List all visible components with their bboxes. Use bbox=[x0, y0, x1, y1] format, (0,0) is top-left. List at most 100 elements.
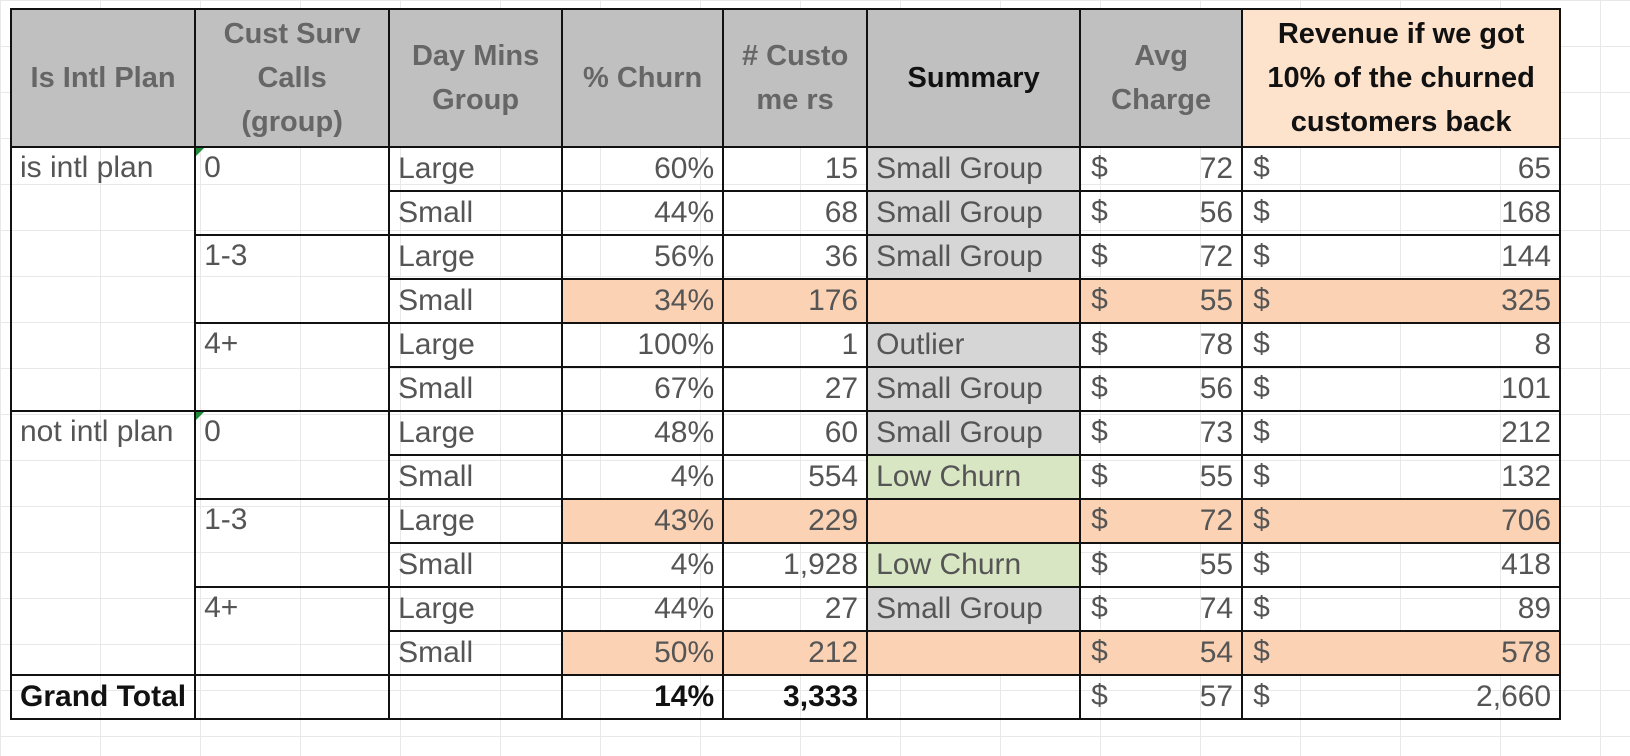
cell-summary[interactable]: Small Group bbox=[866, 146, 1082, 192]
cell-avg-charge[interactable]: $56 bbox=[1079, 190, 1244, 236]
cell-day-mins[interactable]: Small bbox=[388, 366, 564, 412]
grand-total-charge[interactable]: $ 57 bbox=[1079, 674, 1244, 720]
cell-surv-calls[interactable]: 4+ bbox=[194, 586, 391, 676]
grand-total-churn[interactable]: 14% bbox=[561, 674, 725, 720]
cell-customers[interactable]: 212 bbox=[722, 630, 869, 676]
cell-revenue[interactable]: $168 bbox=[1241, 190, 1562, 236]
cell-pct-churn[interactable]: 4% bbox=[561, 542, 725, 588]
cell-avg-charge[interactable]: $73 bbox=[1079, 410, 1244, 456]
cell-customers[interactable]: 60 bbox=[722, 410, 869, 456]
cell-summary[interactable] bbox=[866, 630, 1082, 676]
cell-day-mins[interactable]: Large bbox=[388, 586, 564, 632]
cell-day-mins[interactable]: Large bbox=[388, 146, 564, 192]
cell-revenue[interactable]: $89 bbox=[1241, 586, 1562, 632]
cell-avg-charge[interactable]: $72 bbox=[1079, 498, 1244, 544]
cell-pct-churn[interactable]: 100% bbox=[561, 322, 725, 368]
cell-day-mins[interactable]: Small bbox=[388, 454, 564, 500]
cell-day-mins[interactable]: Small bbox=[388, 630, 564, 676]
avg-charge-value: 74 bbox=[1199, 592, 1234, 625]
cell-customers[interactable]: 27 bbox=[722, 586, 869, 632]
cell-day-mins[interactable]: Small bbox=[388, 190, 564, 236]
cell-pct-churn[interactable]: 34% bbox=[561, 278, 725, 324]
cell-revenue[interactable]: $706 bbox=[1241, 498, 1562, 544]
cell-summary[interactable] bbox=[866, 278, 1082, 324]
cell-avg-charge[interactable]: $55 bbox=[1079, 454, 1244, 500]
cell-customers[interactable]: 176 bbox=[722, 278, 869, 324]
header-pct-churn[interactable]: % Churn bbox=[561, 8, 725, 148]
cell-revenue[interactable]: $65 bbox=[1241, 146, 1562, 192]
cell-revenue[interactable]: $212 bbox=[1241, 410, 1562, 456]
grand-total-label[interactable]: Grand Total bbox=[9, 674, 197, 720]
table-row: 1-3 Large 56% 36 Small Group $72 $144 bbox=[11, 234, 1562, 324]
cell-summary[interactable]: Outlier bbox=[866, 322, 1082, 368]
cell-pct-churn[interactable]: 67% bbox=[561, 366, 725, 412]
cell-pct-churn[interactable]: 56% bbox=[561, 234, 725, 280]
cell-pct-churn[interactable]: 44% bbox=[561, 190, 725, 236]
header-avg-charge[interactable]: Avg Charge bbox=[1079, 8, 1244, 148]
grand-total-summary-cell[interactable] bbox=[866, 674, 1082, 720]
cell-pct-churn[interactable]: 43% bbox=[561, 498, 725, 544]
cell-day-mins[interactable]: Large bbox=[388, 322, 564, 368]
cell-surv-calls[interactable]: 4+ bbox=[194, 322, 391, 412]
grand-total-customers[interactable]: 3,333 bbox=[722, 674, 869, 720]
cell-revenue[interactable]: $8 bbox=[1241, 322, 1562, 368]
cell-avg-charge[interactable]: $55 bbox=[1079, 542, 1244, 588]
cell-intl-plan[interactable]: is intl plan bbox=[9, 146, 197, 412]
cell-summary[interactable] bbox=[866, 498, 1082, 544]
cell-intl-plan[interactable]: not intl plan bbox=[9, 410, 197, 676]
cell-avg-charge[interactable]: $78 bbox=[1079, 322, 1244, 368]
cell-pct-churn[interactable]: 44% bbox=[561, 586, 725, 632]
cell-surv-calls[interactable]: 1-3 bbox=[194, 234, 391, 324]
cell-revenue[interactable]: $325 bbox=[1241, 278, 1562, 324]
cell-customers[interactable]: 1,928 bbox=[722, 542, 869, 588]
grand-total-mins-cell[interactable] bbox=[388, 674, 564, 720]
cell-revenue[interactable]: $101 bbox=[1241, 366, 1562, 412]
cell-day-mins[interactable]: Small bbox=[388, 278, 564, 324]
cell-customers[interactable]: 1 bbox=[722, 322, 869, 368]
header-num-customers[interactable]: # Custome rs bbox=[722, 8, 869, 148]
header-is-intl-plan[interactable]: Is Intl Plan bbox=[9, 8, 197, 148]
cell-revenue[interactable]: $418 bbox=[1241, 542, 1562, 588]
cell-summary[interactable]: Small Group bbox=[866, 586, 1082, 632]
cell-pct-churn[interactable]: 60% bbox=[561, 146, 725, 192]
cell-day-mins[interactable]: Large bbox=[388, 234, 564, 280]
avg-charge-value: 56 bbox=[1199, 196, 1234, 229]
cell-avg-charge[interactable]: $72 bbox=[1079, 146, 1244, 192]
avg-charge-value: 55 bbox=[1199, 460, 1234, 493]
cell-summary[interactable]: Low Churn bbox=[866, 542, 1082, 588]
cell-pct-churn[interactable]: 4% bbox=[561, 454, 725, 500]
header-cust-surv-calls[interactable]: Cust Surv Calls (group) bbox=[194, 8, 391, 148]
header-revenue[interactable]: Revenue if we got 10% of the churned cus… bbox=[1241, 8, 1562, 148]
cell-day-mins[interactable]: Large bbox=[388, 410, 564, 456]
cell-summary[interactable]: Small Group bbox=[866, 234, 1082, 280]
cell-customers[interactable]: 68 bbox=[722, 190, 869, 236]
cell-day-mins[interactable]: Large bbox=[388, 498, 564, 544]
cell-surv-calls[interactable]: 0 bbox=[194, 410, 391, 500]
cell-avg-charge[interactable]: $72 bbox=[1079, 234, 1244, 280]
cell-avg-charge[interactable]: $56 bbox=[1079, 366, 1244, 412]
grand-total-revenue[interactable]: $ 2,660 bbox=[1241, 674, 1562, 720]
cell-revenue[interactable]: $578 bbox=[1241, 630, 1562, 676]
cell-avg-charge[interactable]: $74 bbox=[1079, 586, 1244, 632]
cell-customers[interactable]: 15 bbox=[722, 146, 869, 192]
cell-summary[interactable]: Low Churn bbox=[866, 454, 1082, 500]
cell-surv-calls[interactable]: 0 bbox=[194, 146, 391, 236]
cell-revenue[interactable]: $144 bbox=[1241, 234, 1562, 280]
cell-summary[interactable]: Small Group bbox=[866, 410, 1082, 456]
cell-pct-churn[interactable]: 48% bbox=[561, 410, 725, 456]
cell-customers[interactable]: 229 bbox=[722, 498, 869, 544]
cell-customers[interactable]: 27 bbox=[722, 366, 869, 412]
cell-summary[interactable]: Small Group bbox=[866, 190, 1082, 236]
cell-surv-calls[interactable]: 1-3 bbox=[194, 498, 391, 588]
grand-total-calls-cell[interactable] bbox=[194, 674, 391, 720]
header-summary[interactable]: Summary bbox=[866, 8, 1082, 148]
cell-revenue[interactable]: $132 bbox=[1241, 454, 1562, 500]
cell-summary[interactable]: Small Group bbox=[866, 366, 1082, 412]
cell-avg-charge[interactable]: $54 bbox=[1079, 630, 1244, 676]
cell-customers[interactable]: 36 bbox=[722, 234, 869, 280]
cell-day-mins[interactable]: Small bbox=[388, 542, 564, 588]
cell-avg-charge[interactable]: $55 bbox=[1079, 278, 1244, 324]
cell-customers[interactable]: 554 bbox=[722, 454, 869, 500]
header-day-mins-group[interactable]: Day Mins Group bbox=[388, 8, 564, 148]
cell-pct-churn[interactable]: 50% bbox=[561, 630, 725, 676]
